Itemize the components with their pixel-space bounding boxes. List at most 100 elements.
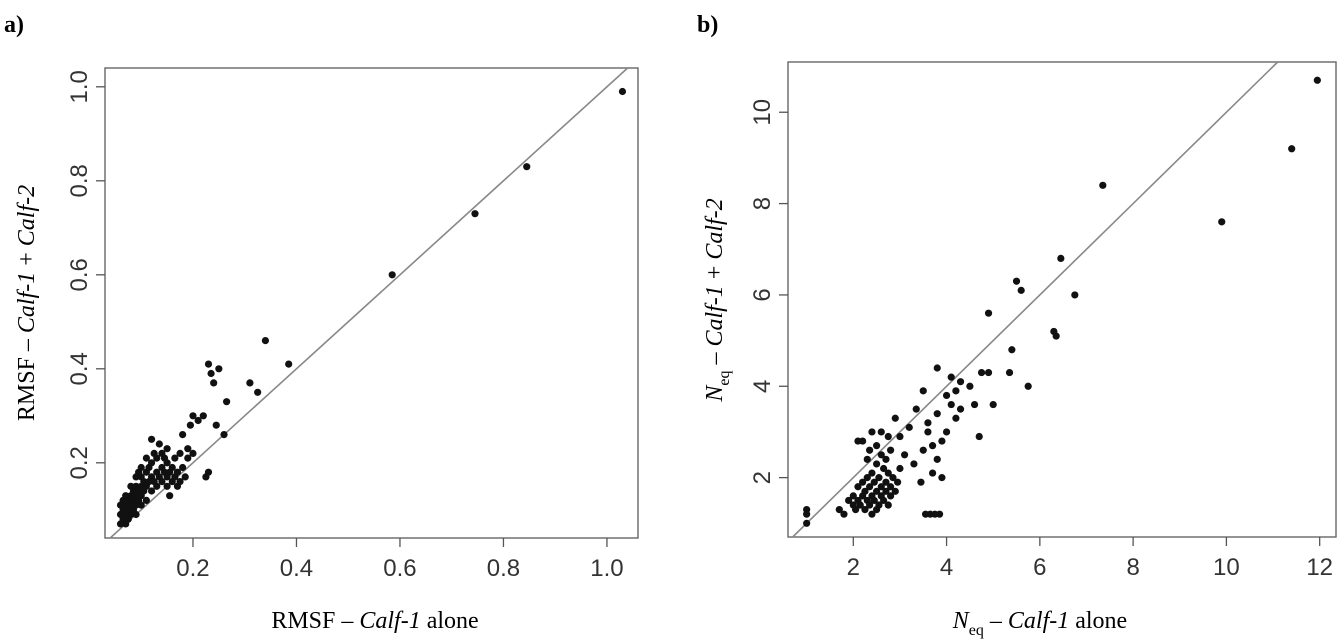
- b-data-point: [910, 460, 918, 468]
- b-data-point: [1313, 76, 1321, 84]
- a-data-point: [147, 459, 156, 467]
- panel-b-x-axis-title: Neq – Calf-1 alone: [952, 608, 1127, 639]
- b-data-point: [952, 387, 960, 395]
- a-data-point: [163, 482, 171, 490]
- b-data-point: [884, 469, 892, 477]
- a-identity-line: [109, 67, 629, 539]
- b-data-point: [1057, 254, 1065, 262]
- b-data-point: [859, 478, 867, 486]
- b-x-tick-label: 4: [940, 554, 953, 581]
- a-data-point: [246, 379, 254, 387]
- panel-a-reference-line: [109, 67, 629, 539]
- b-data-point: [873, 487, 881, 495]
- a-data-point: [155, 440, 163, 448]
- b-data-point: [952, 414, 960, 422]
- b-data-point: [891, 487, 899, 495]
- a-data-point: [147, 487, 156, 495]
- b-x-tick-label: 6: [1033, 554, 1046, 581]
- b-x-tick-label: 10: [1213, 554, 1240, 581]
- b-data-point: [1017, 286, 1025, 294]
- b-data-point: [1008, 346, 1016, 354]
- b-data-point: [975, 432, 983, 441]
- a-data-point: [471, 210, 479, 218]
- b-data-point: [933, 410, 941, 418]
- b-data-point: [866, 446, 874, 454]
- panel-a: a) 0.2 0.4 0.6 0.8 1.0 0.2 0.4 0.6 0.8 1.0 RMSF …: [4, 12, 639, 634]
- a-data-point: [223, 398, 231, 406]
- a-data-point: [220, 431, 228, 439]
- a-data-point: [147, 435, 156, 443]
- b-data-point: [896, 432, 904, 441]
- a-data-point: [523, 163, 531, 171]
- b-data-point: [882, 455, 890, 463]
- a-data-point: [168, 463, 176, 472]
- b-data-point: [989, 400, 997, 409]
- panel-a-x-ticks: 0.2 0.4 0.6 0.8 1.0: [176, 538, 624, 582]
- b-data-point: [938, 437, 946, 445]
- b-data-point: [873, 442, 881, 450]
- b-data-point: [873, 460, 881, 468]
- a-data-point: [189, 412, 197, 420]
- b-data-point: [803, 519, 811, 527]
- a-data-point: [261, 337, 270, 345]
- a-data-point: [204, 360, 213, 368]
- panel-b-y-axis-title: Neq – Calf-1 + Calf-2: [702, 198, 733, 402]
- b-data-point: [938, 474, 946, 482]
- a-data-point: [181, 473, 189, 481]
- b-data-point: [882, 478, 890, 486]
- b-data-point: [935, 510, 944, 518]
- a-data-point: [163, 445, 171, 453]
- b-data-point: [1288, 145, 1296, 153]
- b-data-point: [924, 419, 932, 427]
- b-data-point: [866, 483, 874, 491]
- b-data-point: [854, 483, 862, 491]
- a-data-point: [212, 421, 220, 429]
- b-data-point: [1005, 368, 1014, 377]
- a-data-point: [173, 468, 182, 476]
- a-data-point: [137, 463, 145, 472]
- b-data-point: [917, 478, 925, 486]
- b-identity-line: [792, 61, 1279, 538]
- b-data-point: [866, 501, 874, 509]
- a-data-point: [137, 501, 145, 509]
- b-x-tick-label: 12: [1306, 554, 1333, 581]
- b-data-point: [1012, 277, 1021, 285]
- panel-a-points: [116, 87, 627, 528]
- a-data-point: [186, 421, 194, 429]
- a-data-point: [388, 271, 396, 279]
- b-y-tick-label: 2: [749, 471, 776, 484]
- panel-b-reference-line: [792, 61, 1279, 538]
- b-data-point: [868, 510, 876, 518]
- b-data-point: [889, 474, 897, 482]
- panel-b: b) 2 4 6 8 10 12 2 4 6 8 10 Neq – Calf-1 alone Ne…: [697, 12, 1337, 639]
- a-x-tick-label: 1.0: [590, 555, 623, 582]
- a-data-point: [210, 379, 218, 387]
- a-data-point: [171, 454, 179, 462]
- b-data-point: [956, 378, 965, 386]
- b-data-point: [977, 368, 986, 377]
- b-data-point: [891, 414, 899, 422]
- b-data-point: [880, 496, 888, 505]
- b-data-point: [861, 487, 869, 495]
- b-data-point: [970, 400, 979, 409]
- panel-a-y-ticks: 0.2 0.4 0.6 0.8 1.0: [66, 70, 105, 479]
- b-data-point: [875, 474, 883, 482]
- b-data-point: [1024, 382, 1032, 390]
- a-data-point: [204, 468, 213, 476]
- a-data-point: [618, 87, 627, 96]
- b-data-point: [877, 483, 885, 491]
- b-data-point: [1071, 291, 1079, 299]
- a-data-point: [166, 492, 174, 500]
- b-data-point: [859, 437, 867, 445]
- a-data-point: [142, 496, 150, 504]
- b-data-point: [984, 368, 993, 377]
- a-data-point: [153, 482, 161, 490]
- a-data-point: [176, 449, 184, 457]
- a-data-point: [163, 459, 171, 467]
- b-data-point: [928, 442, 937, 450]
- a-data-point: [184, 454, 192, 462]
- a-data-point: [142, 454, 150, 462]
- b-data-point: [919, 387, 927, 395]
- a-y-tick-label: 0.4: [66, 352, 93, 385]
